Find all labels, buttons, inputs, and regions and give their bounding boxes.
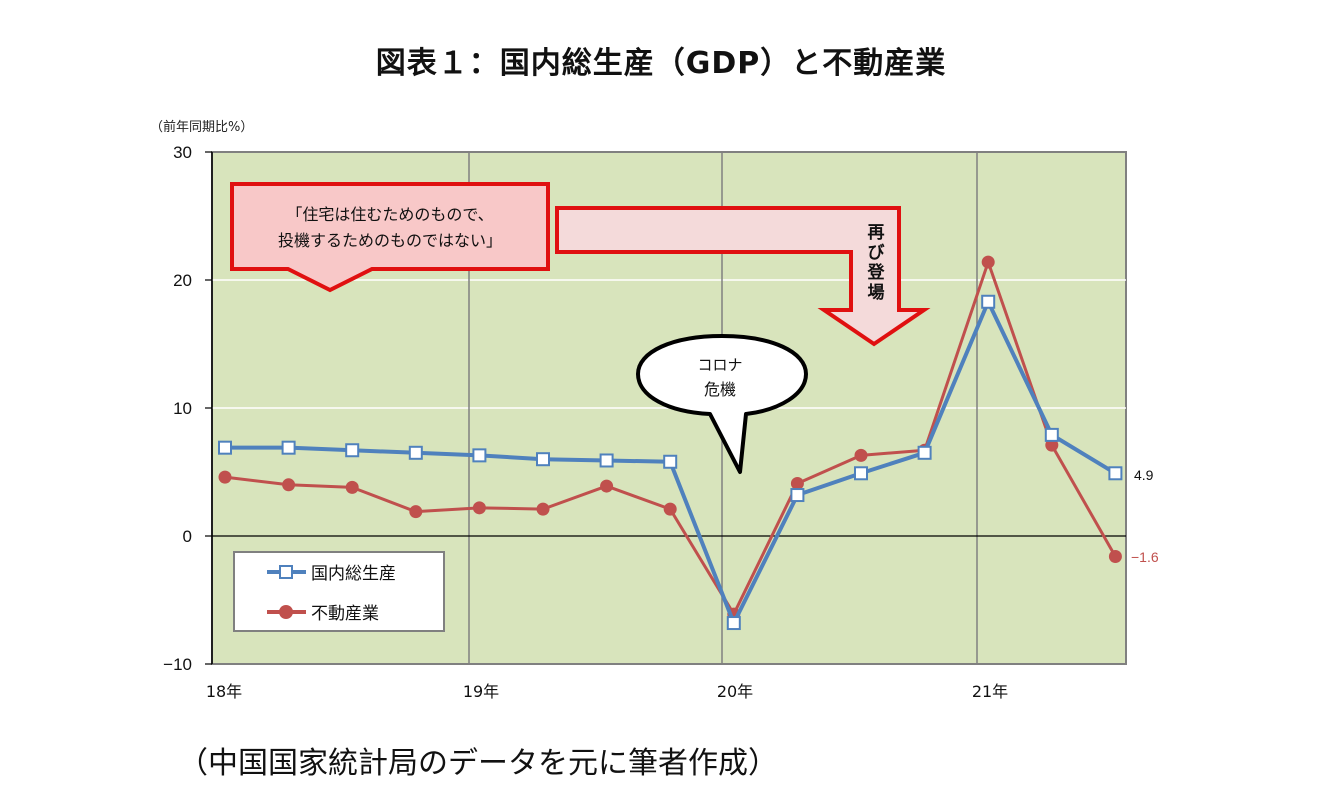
- data-point: [599, 453, 614, 468]
- arrow-text-char: 再: [868, 223, 885, 243]
- data-point: [854, 466, 868, 481]
- data-point: [663, 454, 678, 469]
- square-marker-icon: [279, 565, 293, 579]
- x-tick-label: 18年: [206, 682, 242, 701]
- y-axis-tick-labels: 30 20 10 0 −10: [163, 143, 192, 674]
- data-point: [536, 502, 550, 516]
- data-point: [472, 448, 487, 463]
- quote-callout: 「住宅は住むためのもので、 投機するためのものではない」: [230, 182, 550, 293]
- chart-title: 図表１：国内総生産（GDP）と不動産業: [375, 46, 947, 81]
- legend-label-gdp: 国内総生産: [311, 564, 396, 584]
- x-tick-label: 19年: [463, 682, 499, 701]
- data-point: [281, 440, 296, 455]
- data-point: [1108, 549, 1122, 563]
- data-point: [790, 488, 805, 503]
- data-point: [218, 440, 232, 455]
- data-point: [1044, 427, 1059, 442]
- data-point: [218, 470, 232, 484]
- legend-item-real-estate: 不動産業: [267, 604, 379, 624]
- data-point: [345, 443, 360, 458]
- circle-marker-icon: [279, 605, 293, 619]
- quote-line-1: 「住宅は住むためのもので、: [286, 205, 493, 224]
- quote-line-2: 投機するためのものではない」: [278, 231, 502, 250]
- data-point: [790, 477, 804, 491]
- x-tick-label: 20年: [717, 682, 753, 701]
- bubble-line-2: 危機: [704, 380, 736, 399]
- data-point: [981, 255, 995, 269]
- legend-item-gdp: 国内総生産: [267, 564, 396, 584]
- gdp-last-value-label: 4.9: [1134, 467, 1154, 483]
- bubble-line-1: コロナ: [697, 356, 742, 374]
- arrow-text-char: 登: [867, 262, 886, 283]
- re-last-value-label: −1.6: [1131, 549, 1159, 565]
- data-point: [472, 501, 486, 515]
- y-axis-unit-label: （前年同期比%）: [150, 120, 254, 135]
- data-point: [536, 452, 550, 467]
- y-axis-ticks: [205, 151, 212, 665]
- data-point: [408, 445, 423, 460]
- arrow-text-char: 場: [868, 283, 885, 303]
- corona-speech-bubble: コロナ 危機: [636, 334, 808, 474]
- data-point: [345, 480, 359, 494]
- arrow-text-char: び: [868, 243, 885, 263]
- data-point: [600, 479, 614, 493]
- legend: 国内総生産 不動産業: [233, 551, 445, 632]
- data-point: [981, 294, 996, 309]
- y-tick-label: 30: [173, 143, 192, 162]
- data-point: [409, 505, 423, 519]
- data-point: [1108, 466, 1123, 481]
- y-tick-label: 10: [173, 399, 192, 418]
- x-axis-tick-labels: 18年 19年 20年 21年: [206, 682, 1008, 701]
- data-point: [663, 502, 677, 516]
- x-tick-label: 21年: [972, 682, 1008, 701]
- series-gdp: [218, 294, 1123, 631]
- data-point: [282, 478, 296, 492]
- legend-label-real-estate: 不動産業: [311, 604, 379, 624]
- data-point: [854, 448, 868, 462]
- data-point: [917, 445, 932, 460]
- data-point: [726, 616, 741, 631]
- y-tick-label: 20: [173, 271, 192, 290]
- source-note: （中国国家統計局のデータを元に筆者作成）: [178, 746, 778, 781]
- y-tick-label: −10: [163, 655, 192, 674]
- y-tick-label: 0: [183, 527, 192, 546]
